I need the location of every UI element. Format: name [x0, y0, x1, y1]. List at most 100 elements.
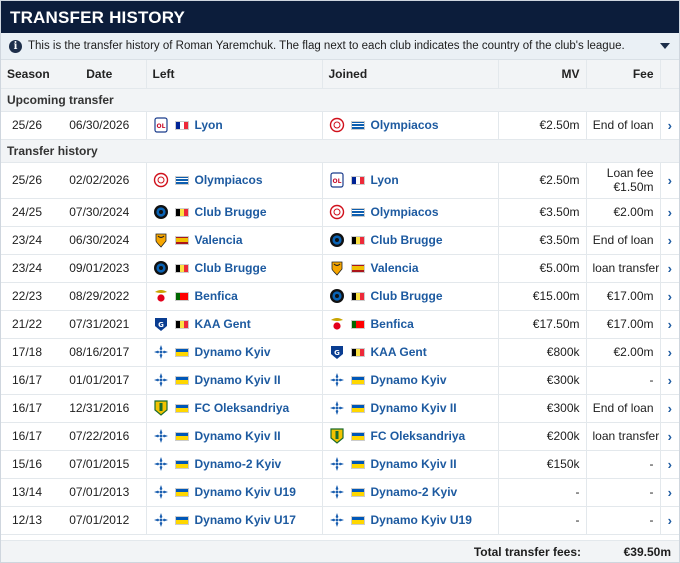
club-link[interactable]: Dynamo Kyiv U19 — [194, 485, 296, 499]
club-crest-icon[interactable] — [153, 400, 169, 416]
flag-ua-icon — [174, 347, 189, 357]
table-row[interactable]: 17/18 08/16/2017 Dynamo Kyiv G KAA Gent €800k… — [1, 338, 679, 367]
club-link[interactable]: FC Oleksandriya — [194, 401, 290, 415]
club-crest-icon[interactable] — [329, 456, 345, 472]
club-link[interactable]: Club Brugge — [370, 289, 443, 303]
club-crest-icon[interactable] — [153, 512, 169, 528]
club-crest-icon[interactable]: G — [329, 344, 345, 360]
flag-ua-icon — [174, 403, 189, 413]
club-crest-icon[interactable] — [153, 204, 169, 220]
club-link[interactable]: Dynamo-2 Kyiv — [370, 485, 458, 499]
table-row[interactable]: 12/13 07/01/2012 Dynamo Kyiv U17 Dynamo Kyi… — [1, 506, 679, 535]
club-crest-icon[interactable] — [329, 260, 345, 276]
chevron-right-icon[interactable]: › — [659, 422, 679, 451]
fee-cell: - — [585, 478, 660, 507]
club-link[interactable]: Benfica — [370, 317, 414, 331]
club-crest-icon[interactable] — [329, 117, 345, 133]
table-row[interactable]: 16/17 07/22/2016 Dynamo Kyiv II FC Oleksand… — [1, 422, 679, 451]
club-crest-icon[interactable]: OL — [329, 172, 345, 188]
chevron-right-icon[interactable]: › — [659, 198, 679, 227]
club-link[interactable]: Olympiacos — [194, 173, 263, 187]
club-link[interactable]: Valencia — [194, 233, 243, 247]
club-crest-icon[interactable] — [329, 372, 345, 388]
club-link[interactable]: Dynamo Kyiv II — [194, 373, 281, 387]
table-row[interactable]: 16/17 01/01/2017 Dynamo Kyiv II Dynamo Kyiv… — [1, 366, 679, 395]
club-crest-icon[interactable] — [329, 288, 345, 304]
club-link[interactable]: KAA Gent — [370, 345, 427, 359]
club-link[interactable]: Dynamo Kyiv U19 — [370, 513, 472, 527]
club-crest-icon[interactable] — [153, 456, 169, 472]
club-link[interactable]: Club Brugge — [194, 261, 267, 275]
club-crest-icon[interactable] — [329, 484, 345, 500]
club-crest-icon[interactable] — [153, 260, 169, 276]
info-bar[interactable]: i This is the transfer history of Roman … — [1, 33, 679, 60]
left-club-cell: OL Lyon — [145, 111, 322, 140]
club-crest-icon[interactable]: G — [153, 316, 169, 332]
club-crest-icon[interactable] — [153, 428, 169, 444]
club-crest-icon[interactable] — [153, 344, 169, 360]
club-link[interactable]: Olympiacos — [370, 205, 439, 219]
club-link[interactable]: Dynamo Kyiv — [370, 373, 447, 387]
club-link[interactable]: Dynamo Kyiv II — [370, 401, 457, 415]
col-joined[interactable]: Joined — [321, 60, 498, 89]
club-crest-icon[interactable] — [329, 204, 345, 220]
chevron-right-icon[interactable]: › — [659, 394, 679, 423]
chevron-right-icon[interactable]: › — [659, 450, 679, 479]
chevron-right-icon[interactable]: › — [659, 226, 679, 255]
chevron-down-icon[interactable] — [660, 43, 670, 49]
table-row[interactable]: 23/24 06/30/2024 Valencia Club Brugge €3.50m… — [1, 226, 679, 255]
chevron-right-icon[interactable]: › — [659, 478, 679, 507]
club-link[interactable]: KAA Gent — [194, 317, 251, 331]
table-row[interactable]: 25/26 06/30/2026 OL Lyon Olympiacos €2.50m End… — [1, 111, 679, 140]
chevron-right-icon[interactable]: › — [659, 111, 679, 140]
club-link[interactable]: Lyon — [194, 118, 223, 132]
club-crest-icon[interactable] — [329, 316, 345, 332]
table-row[interactable]: 24/25 07/30/2024 Club Brugge Olympiacos €3.5… — [1, 198, 679, 227]
club-link[interactable]: Club Brugge — [194, 205, 267, 219]
club-link[interactable]: Dynamo Kyiv II — [194, 429, 281, 443]
club-crest-icon[interactable] — [329, 512, 345, 528]
col-fee[interactable]: Fee — [585, 60, 660, 89]
club-link[interactable]: Dynamo Kyiv — [194, 345, 271, 359]
chevron-right-icon[interactable]: › — [659, 310, 679, 339]
table-row[interactable]: 25/26 02/02/2026 Olympiacos OL Lyon €2.50m Loa… — [1, 162, 679, 199]
table-row[interactable]: 15/16 07/01/2015 Dynamo-2 Kyiv Dynamo Kyiv … — [1, 450, 679, 479]
club-link[interactable]: Dynamo Kyiv U17 — [194, 513, 296, 527]
club-link[interactable]: Valencia — [370, 261, 419, 275]
table-row[interactable]: 13/14 07/01/2013 Dynamo Kyiv U19 Dynamo-2 K… — [1, 478, 679, 507]
club-link[interactable]: Olympiacos — [370, 118, 439, 132]
chevron-right-icon[interactable]: › — [659, 162, 679, 199]
market-value-cell: €150k — [497, 450, 586, 479]
club-crest-icon[interactable] — [153, 232, 169, 248]
fee-label: Loan fee — [606, 166, 654, 180]
club-crest-icon[interactable] — [329, 400, 345, 416]
col-mv[interactable]: MV — [497, 60, 586, 89]
club-crest-icon[interactable] — [329, 428, 345, 444]
club-link[interactable]: Lyon — [370, 173, 399, 187]
club-crest-icon[interactable] — [153, 484, 169, 500]
chevron-right-icon[interactable]: › — [659, 366, 679, 395]
club-crest-icon[interactable] — [153, 288, 169, 304]
club-crest-icon[interactable] — [153, 172, 169, 188]
table-row[interactable]: 16/17 12/31/2016 FC Oleksandriya Dynamo Kyi… — [1, 394, 679, 423]
left-club-cell: Dynamo-2 Kyiv — [145, 450, 322, 479]
market-value-cell: €5.00m — [497, 254, 586, 283]
chevron-right-icon[interactable]: › — [659, 254, 679, 283]
table-row[interactable]: 22/23 08/29/2022 Benfica Club Brugge €15.00m… — [1, 282, 679, 311]
col-date[interactable]: Date — [53, 60, 146, 89]
table-row[interactable]: 21/22 07/31/2021 G KAA Gent Benfica €17.50m €1… — [1, 310, 679, 339]
col-season[interactable]: Season — [1, 60, 53, 89]
table-row[interactable]: 23/24 09/01/2023 Club Brugge Valencia €5.00m… — [1, 254, 679, 283]
club-link[interactable]: FC Oleksandriya — [370, 429, 466, 443]
chevron-right-icon[interactable]: › — [659, 282, 679, 311]
club-link[interactable]: Dynamo Kyiv II — [370, 457, 457, 471]
club-crest-icon[interactable] — [329, 232, 345, 248]
club-link[interactable]: Benfica — [194, 289, 238, 303]
col-left[interactable]: Left — [145, 60, 322, 89]
club-link[interactable]: Club Brugge — [370, 233, 443, 247]
chevron-right-icon[interactable]: › — [659, 338, 679, 367]
club-link[interactable]: Dynamo-2 Kyiv — [194, 457, 282, 471]
chevron-right-icon[interactable]: › — [659, 506, 679, 535]
club-crest-icon[interactable]: OL — [153, 117, 169, 133]
club-crest-icon[interactable] — [153, 372, 169, 388]
